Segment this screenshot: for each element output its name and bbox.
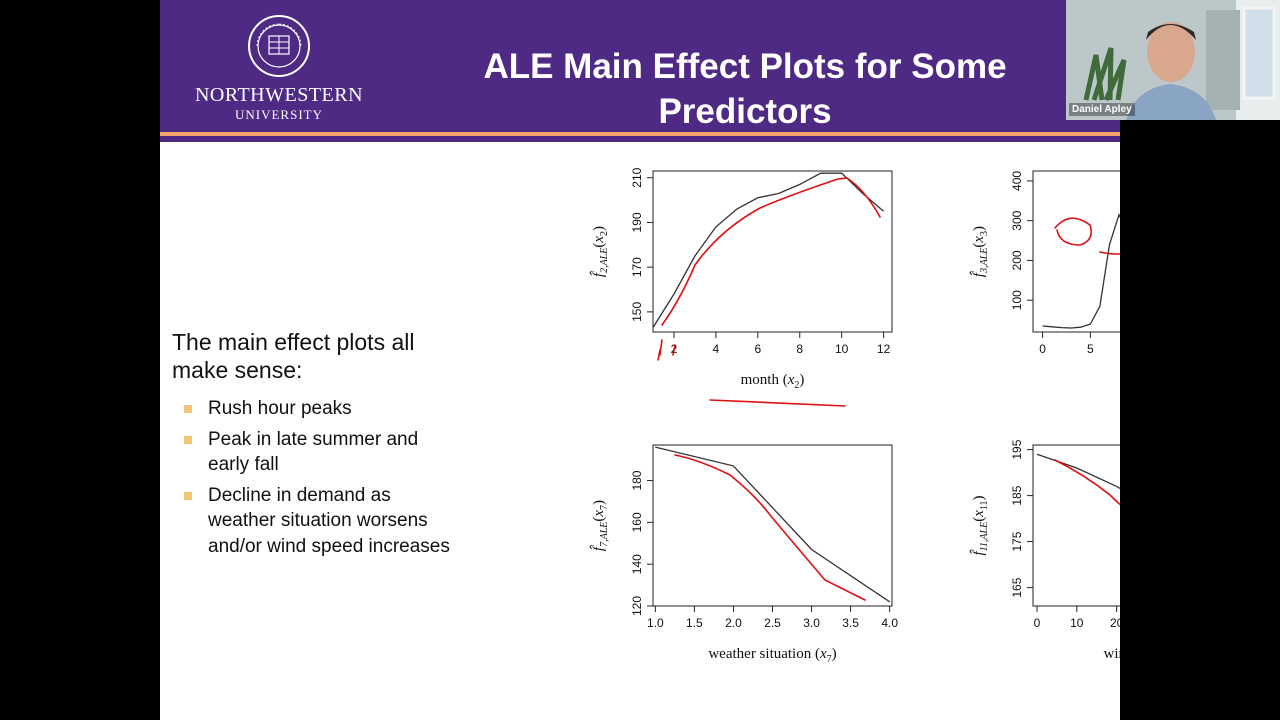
slide-title-line2: Predictors	[658, 92, 832, 131]
y-tick-label: 180	[630, 470, 644, 490]
plot-frame	[652, 170, 893, 333]
red-annotation-stroke	[661, 177, 881, 326]
ale-series-line	[1042, 212, 1120, 329]
bullet-item: Decline in demand as weather situation w…	[182, 483, 452, 560]
x-tick-label: 12	[877, 342, 891, 356]
ale-series-line	[652, 172, 885, 328]
red-annotation-stroke	[1054, 217, 1093, 246]
x-tick-label: 8	[796, 342, 803, 356]
plot-frame	[1032, 444, 1120, 607]
red-annotation-stroke	[657, 339, 676, 361]
x-tick-label: 3.0	[803, 616, 820, 630]
header-rule	[160, 136, 1120, 142]
bullet-text: Rush hour peaks	[208, 398, 352, 419]
y-tick-label: 210	[630, 167, 644, 187]
y-tick-label: 175	[1010, 531, 1024, 551]
x-tick-label: 10	[835, 342, 849, 356]
plot-frame	[652, 444, 893, 607]
northwestern-logo: NORTHWESTERN UNIVERSITY	[190, 14, 380, 126]
bullet-marker	[184, 435, 192, 444]
ale-series-line	[655, 446, 891, 603]
x-tick-label: 3.5	[842, 616, 859, 630]
logo-name: NORTHWESTERN	[194, 84, 364, 106]
x-tick-label: 2.5	[764, 616, 781, 630]
ale-plot-3: 1.0 1.5 2.0 2.5 3.0 3.5 4.0 120 140 160 180 weather…	[590, 444, 898, 665]
bullet-text: Decline in demand as weather situation w…	[208, 484, 450, 557]
y-axis-label: f̂3,ALE(x3)	[970, 226, 990, 277]
x-tick-label: 5	[1087, 342, 1094, 356]
webcam-thumbnail[interactable]: Daniel Apley	[1066, 0, 1280, 120]
bullet-list: Rush hour peaks Peak in late summer and …	[182, 396, 452, 564]
header-accent-stripe	[160, 132, 1120, 136]
presenter-name: Daniel Apley	[1069, 103, 1135, 116]
slide-title: ALE Main Effect Plots for Some Predictor…	[440, 44, 1050, 134]
presenter-video-icon	[1066, 0, 1280, 120]
intro-text: The main effect plots all make sense:	[172, 329, 415, 383]
plot-frame	[1032, 170, 1120, 333]
y-tick-label: 190	[630, 212, 644, 232]
y-tick-label: 140	[630, 554, 644, 574]
slide: NORTHWESTERN UNIVERSITY ALE Main Effect …	[160, 0, 1120, 720]
x-tick-label: 1.0	[647, 616, 664, 630]
slide-header: NORTHWESTERN UNIVERSITY ALE Main Effect …	[160, 0, 1120, 132]
x-axis-label: wind speed (x11)	[1104, 646, 1120, 665]
x-tick-label: 1.5	[686, 616, 703, 630]
x-tick-label: 4	[713, 342, 720, 356]
bullet-item: Rush hour peaks	[182, 396, 452, 422]
x-tick-label: 20	[1110, 616, 1120, 630]
slide-title-line1: ALE Main Effect Plots for Some	[483, 47, 1007, 86]
y-tick-label: 160	[630, 512, 644, 532]
y-tick-label: 300	[1010, 210, 1024, 230]
y-tick-label: 100	[1010, 290, 1024, 310]
red-annotation-stroke	[674, 454, 866, 601]
university-seal-icon	[248, 15, 310, 77]
x-tick-label: 6	[754, 342, 761, 356]
red-annotation-stroke	[1054, 459, 1120, 506]
x-axis-label: weather situation (x7)	[708, 646, 836, 665]
x-axis-label: month (x2)	[741, 372, 805, 391]
y-tick-label: 165	[1010, 577, 1024, 597]
ale-series-line	[1036, 453, 1120, 490]
y-tick-label: 170	[630, 257, 644, 277]
y-tick-label: 150	[630, 302, 644, 322]
bullet-marker	[184, 491, 192, 500]
logo-subtitle: UNIVERSITY	[235, 107, 323, 122]
y-tick-label: 200	[1010, 250, 1024, 270]
y-axis-label: f̂11,ALE(x11)	[970, 495, 990, 555]
red-annotation-stroke	[709, 399, 846, 407]
y-tick-label: 195	[1010, 439, 1024, 459]
y-tick-label: 120	[630, 596, 644, 616]
y-tick-label: 400	[1010, 171, 1024, 191]
bullet-text: Peak in late summer and early fall	[208, 428, 419, 476]
x-tick-label: 2.0	[725, 616, 742, 630]
x-tick-label: 0	[1034, 616, 1041, 630]
x-tick-label: 4.0	[881, 616, 898, 630]
y-axis-label: f̂2,ALE(x2)	[590, 226, 610, 277]
red-annotation-stroke	[1099, 251, 1120, 255]
x-tick-label: 0	[1039, 342, 1046, 356]
y-tick-label: 185	[1010, 485, 1024, 505]
bullet-item: Peak in late summer and early fall	[182, 427, 452, 478]
x-tick-label: 10	[1070, 616, 1084, 630]
y-axis-label: f̂7,ALE(x7)	[590, 500, 610, 551]
bullet-marker	[184, 405, 192, 413]
